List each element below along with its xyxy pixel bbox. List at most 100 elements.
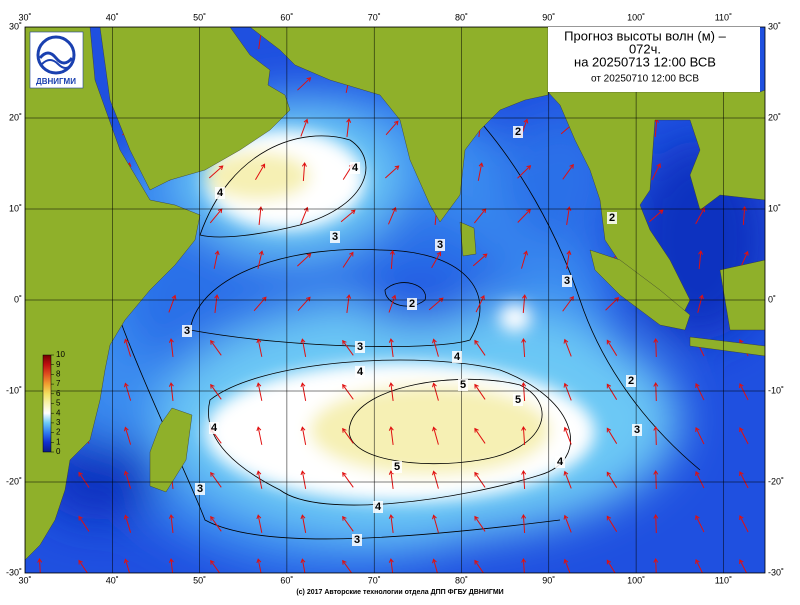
arrow xyxy=(388,558,394,573)
colorbar-label: 5 xyxy=(56,399,61,408)
contour-label-bg xyxy=(607,212,617,224)
arrow xyxy=(168,338,174,358)
arrow xyxy=(653,426,659,446)
arrow xyxy=(653,514,659,534)
arrow xyxy=(521,470,527,490)
contour-label-bg xyxy=(513,394,523,406)
axis-labels: 30˚30˚40˚40˚50˚50˚60˚60˚70˚70˚80˚80˚90˚9… xyxy=(6,12,784,585)
arrow xyxy=(300,426,307,445)
contour-label: 4 xyxy=(454,351,461,363)
colorbar-label: 8 xyxy=(56,370,61,379)
colorbar-label: 9 xyxy=(56,360,61,369)
arrow xyxy=(695,383,705,401)
arrow xyxy=(521,558,527,573)
arrow xyxy=(432,382,439,401)
high-waves xyxy=(205,130,595,502)
arrow xyxy=(388,382,394,401)
arrow xyxy=(256,470,263,489)
y-tick-label: -10˚ xyxy=(768,385,784,395)
arrow xyxy=(342,471,354,488)
x-tick-label: 110˚ xyxy=(715,575,732,585)
arrow xyxy=(739,383,749,401)
arrow xyxy=(563,338,572,357)
arrow xyxy=(388,294,397,313)
arrow xyxy=(563,470,572,489)
arrow xyxy=(653,558,659,573)
arrow xyxy=(521,426,527,446)
x-tick-label: 40˚ xyxy=(106,575,119,585)
x-tick-label: 70˚ xyxy=(368,12,381,22)
colorbar-label: 2 xyxy=(56,428,61,437)
arrow xyxy=(300,514,307,533)
arrow xyxy=(520,250,529,269)
contour-label-bg xyxy=(513,126,523,138)
arrow xyxy=(653,338,659,358)
x-tick-label: 50˚ xyxy=(193,575,206,585)
y-tick-label: 30˚ xyxy=(9,21,22,31)
x-tick-label: 80˚ xyxy=(455,575,468,585)
title-line: 072ч. xyxy=(629,41,661,56)
arrow xyxy=(432,558,438,573)
arrow xyxy=(37,558,43,573)
arrow xyxy=(432,514,439,533)
colorbar-label: 1 xyxy=(56,437,61,446)
arrow xyxy=(739,427,749,445)
x-tick-label: 50˚ xyxy=(193,12,206,22)
logo-text: ДВНИГМИ xyxy=(36,77,76,86)
arrow xyxy=(297,253,312,267)
arrow xyxy=(472,253,488,267)
arrow xyxy=(562,295,574,312)
arrow xyxy=(563,514,572,533)
contour-label: 2 xyxy=(409,298,415,310)
arrow xyxy=(255,163,266,181)
arrow xyxy=(389,250,395,270)
title-line: на 20250713 12:00 ВСВ xyxy=(574,54,716,69)
contour-label: 2 xyxy=(628,375,634,387)
contour-label-bg xyxy=(392,461,402,473)
colorbar-label: 10 xyxy=(56,350,65,359)
contour-label-bg xyxy=(373,501,383,513)
x-tick-label: 60˚ xyxy=(280,12,293,22)
arrow xyxy=(210,383,222,400)
arrow xyxy=(210,515,222,532)
x-tick-label: 70˚ xyxy=(368,575,381,585)
arrow xyxy=(342,251,354,268)
arrow xyxy=(388,470,394,489)
arrow xyxy=(475,295,485,313)
contour-label-bg xyxy=(182,325,192,337)
arrow xyxy=(695,471,705,489)
arrow xyxy=(300,470,307,489)
arrow xyxy=(563,426,572,445)
arrow xyxy=(385,120,399,136)
arrow xyxy=(384,165,400,179)
title-box xyxy=(548,27,760,92)
arrow xyxy=(695,515,705,533)
contour-label-bg xyxy=(458,379,468,391)
y-tick-label: 30˚ xyxy=(768,21,781,31)
arrow xyxy=(477,162,484,181)
arrow xyxy=(474,515,486,532)
contour-label-bg xyxy=(452,351,462,363)
arrow xyxy=(301,162,307,182)
arrow xyxy=(300,118,309,137)
arrow xyxy=(388,426,394,445)
y-tick-label: -10˚ xyxy=(6,385,22,395)
arrow xyxy=(432,470,439,489)
contour-label: 5 xyxy=(515,394,521,406)
contour-label: 3 xyxy=(564,275,570,287)
arrow xyxy=(606,559,616,573)
arrow xyxy=(256,558,262,573)
arrow xyxy=(168,382,174,402)
arrow xyxy=(123,514,132,533)
contour-label-bg xyxy=(355,341,365,353)
arrow xyxy=(256,514,263,533)
y-tick-label: 10˚ xyxy=(9,203,22,213)
contour-label-bg xyxy=(352,534,362,546)
y-tick-label: -20˚ xyxy=(6,476,22,486)
logo: ДВНИГМИ xyxy=(29,31,84,89)
arrow xyxy=(123,338,132,357)
arrow xyxy=(474,339,486,356)
arrow xyxy=(566,250,572,269)
arrow xyxy=(697,294,704,313)
